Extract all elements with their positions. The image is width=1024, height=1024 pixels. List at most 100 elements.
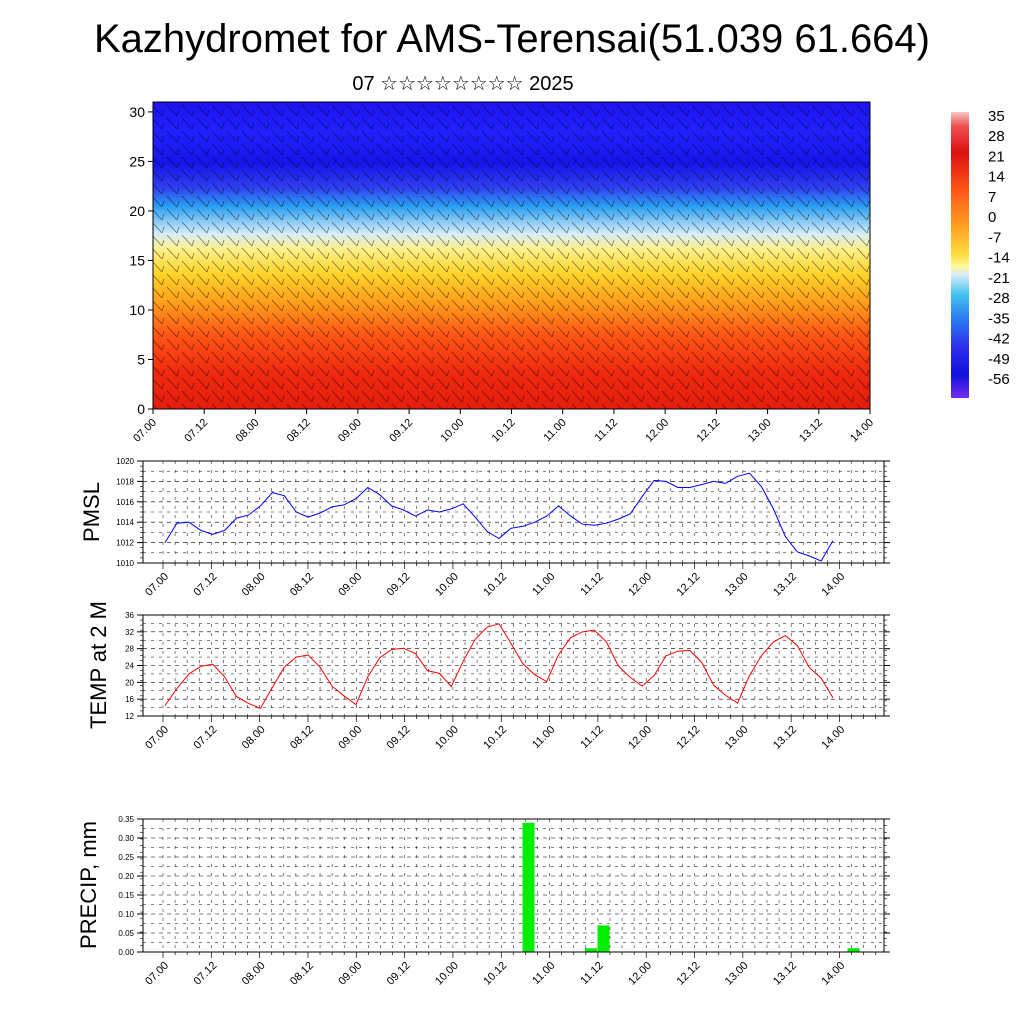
y-tick-label: 16 — [125, 695, 134, 704]
x-tick-label: 12.00 — [643, 417, 671, 445]
x-tick-label: 08.12 — [285, 417, 313, 445]
precip-grid — [143, 819, 884, 952]
colorbar-gradient — [951, 112, 969, 398]
x-tick-label: 09.00 — [336, 960, 364, 988]
x-tick-label: 13.12 — [771, 724, 799, 752]
x-tick-label: 10.00 — [433, 724, 461, 752]
x-tick-label: 08.00 — [240, 960, 268, 988]
precip-axes: 0.00 0.05 0.10 0.15 0.20 0.25 0.30 0.35 07.00 07.… — [118, 815, 890, 988]
temp-panel: 12 16 20 24 28 32 36 07.00 07.12 08.00 08.12 09.00 0… — [86, 601, 890, 752]
x-tick-label: 10.12 — [481, 724, 509, 752]
x-tick-label: 13.00 — [723, 724, 751, 752]
y-tick-label: 10 — [129, 302, 145, 318]
colorbar-labels: 35 28 21 14 7 0 -7 -14 -21 -28 -35 -42 -49 -56 — [988, 108, 1010, 388]
cross-section-panel: 0 5 10 15 20 25 30 07.00 07.12 08.00 08.12 09.00 09… — [129, 101, 876, 445]
y-tick-label: 0.35 — [118, 815, 134, 824]
x-tick-label: 10.00 — [433, 960, 461, 988]
x-tick-label: 12.12 — [674, 724, 702, 752]
colorbar-label: -35 — [988, 310, 1010, 327]
pmsl-series-line — [164, 472, 834, 562]
x-tick-label: 07.12 — [191, 960, 219, 988]
colorbar-label: -14 — [988, 250, 1010, 267]
x-tick-label: 13.00 — [723, 571, 751, 599]
x-tick-label: 10.00 — [433, 571, 461, 599]
colorbar: 35 28 21 14 7 0 -7 -14 -21 -28 -35 -42 -49 -56 — [951, 108, 1010, 398]
y-tick-label: 5 — [137, 351, 145, 367]
x-tick-label: 14.00 — [848, 417, 876, 445]
colorbar-label: -28 — [988, 290, 1010, 307]
pmsl-axes: 1010 1012 1014 1016 1018 1020 07.00 07.12 08.00 0… — [116, 457, 890, 599]
y-tick-label: 0.00 — [118, 948, 134, 957]
precip-bars — [522, 822, 860, 952]
x-tick-label: 09.12 — [387, 417, 415, 445]
x-tick-label: 14.00 — [819, 960, 847, 988]
x-tick-label: 13.12 — [771, 960, 799, 988]
precip-bar — [847, 948, 860, 952]
x-tick-label: 10.12 — [481, 571, 509, 599]
y-tick-label: 0.20 — [118, 872, 134, 881]
cross-section-y-axis: 0 5 10 15 20 25 30 — [129, 104, 153, 417]
colorbar-label: -49 — [988, 351, 1010, 368]
precip-bar — [597, 925, 610, 952]
x-tick-label: 10.00 — [438, 417, 466, 445]
x-tick-label: 07.00 — [143, 960, 171, 988]
y-tick-label: 1010 — [116, 559, 134, 568]
temp-ylabel: TEMP at 2 M — [86, 601, 111, 729]
y-tick-label: 36 — [125, 611, 134, 620]
y-tick-label: 1020 — [116, 457, 134, 466]
x-tick-label: 11.12 — [578, 960, 605, 987]
y-tick-label: 12 — [125, 712, 134, 721]
colorbar-label: 0 — [988, 209, 996, 226]
x-tick-label: 07.00 — [143, 724, 171, 752]
x-tick-label: 13.12 — [797, 417, 825, 445]
x-tick-label: 11.00 — [530, 960, 557, 987]
y-tick-label: 0.10 — [118, 910, 134, 919]
y-tick-label: 0.30 — [118, 834, 134, 843]
colorbar-label: -56 — [988, 371, 1010, 388]
y-tick-label: 32 — [125, 628, 134, 637]
x-tick-label: 10.12 — [490, 417, 518, 445]
y-tick-label: 28 — [125, 645, 134, 654]
x-tick-label: 11.00 — [530, 724, 557, 751]
x-tick-label: 14.00 — [819, 724, 847, 752]
x-tick-label: 10.12 — [481, 960, 509, 988]
colorbar-label: 21 — [988, 148, 1005, 165]
y-tick-label: 1018 — [116, 477, 134, 486]
precip-panel: 0.00 0.05 0.10 0.15 0.20 0.25 0.30 0.35 07.00 07.… — [76, 815, 890, 988]
precip-bar — [585, 948, 597, 952]
x-tick-label: 11.12 — [578, 724, 605, 751]
x-tick-label: 09.00 — [336, 417, 364, 445]
x-tick-label: 14.00 — [819, 571, 847, 599]
x-tick-label: 13.00 — [746, 417, 774, 445]
x-tick-label: 09.12 — [385, 960, 413, 988]
x-tick-label: 07.12 — [191, 724, 219, 752]
colorbar-label: 28 — [988, 128, 1005, 145]
colorbar-label: 35 — [988, 108, 1005, 125]
wind-barb-overlay — [153, 102, 870, 409]
x-tick-label: 12.12 — [695, 417, 723, 445]
cross-section-x-axis: 07.00 07.12 08.00 08.12 09.00 09.12 10.00 10.12… — [131, 409, 876, 445]
colorbar-label: 14 — [988, 169, 1005, 186]
x-tick-label: 12.12 — [674, 571, 702, 599]
pmsl-panel: 1010 1012 1014 1016 1018 1020 07.00 07.12 08.00 0… — [79, 457, 890, 599]
x-tick-label: 07.00 — [131, 417, 159, 445]
x-tick-label: 09.12 — [385, 571, 413, 599]
y-tick-label: 0.25 — [118, 853, 134, 862]
x-tick-label: 09.00 — [336, 724, 364, 752]
y-tick-label: 1014 — [116, 518, 134, 527]
y-tick-label: 0 — [137, 401, 145, 417]
x-tick-label: 07.12 — [191, 571, 219, 599]
x-tick-label: 08.12 — [288, 724, 316, 752]
y-tick-label: 20 — [129, 203, 145, 219]
x-tick-label: 13.12 — [771, 571, 799, 599]
x-tick-label: 11.12 — [593, 417, 620, 444]
x-tick-label: 08.12 — [288, 960, 316, 988]
temp-series-line — [164, 623, 834, 710]
y-tick-label: 25 — [129, 153, 145, 169]
chart-subtitle: 07 ☆☆☆☆☆☆☆☆ 2025 — [352, 73, 574, 95]
y-tick-label: 20 — [125, 678, 134, 687]
precip-ylabel: PRECIP, mm — [76, 821, 101, 949]
x-tick-label: 12.00 — [626, 960, 654, 988]
x-tick-label: 07.12 — [182, 417, 210, 445]
